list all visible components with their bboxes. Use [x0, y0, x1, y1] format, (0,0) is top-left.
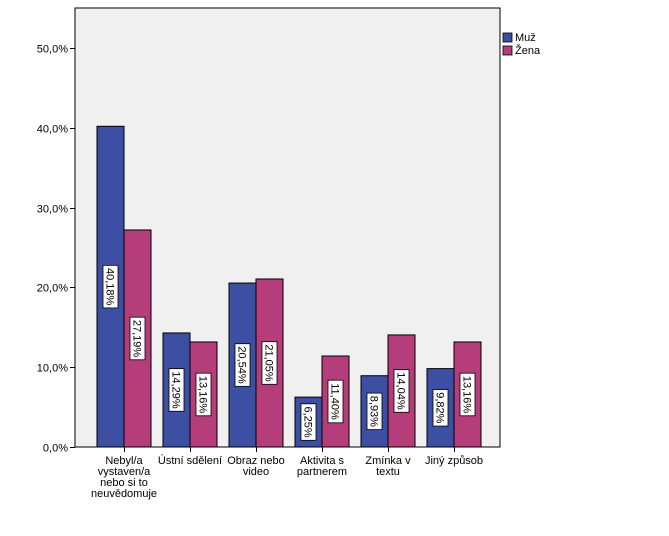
data-label: 14,04% — [393, 369, 410, 413]
data-label-text: 9,82% — [434, 392, 446, 423]
data-label: 13,16% — [195, 372, 212, 417]
data-label-box — [168, 368, 185, 412]
bars: 40,18% 27,19% 14,29% 13,16% 20,54% 21,05% 6,25… — [96, 125, 482, 448]
y-axis: 0,0% 10,0% 20,0% 30,0% 40,0% 50,0% — [37, 44, 75, 455]
y-tick-label: 30,0% — [37, 204, 68, 216]
x-tick-label: Obraz nebo video — [227, 455, 284, 478]
data-label: 6,25% — [300, 403, 317, 441]
data-label-box — [102, 264, 119, 309]
data-label: 9,82% — [432, 389, 449, 427]
data-label: 20,54% — [234, 343, 251, 387]
data-label-box — [261, 341, 278, 385]
x-axis: Nebyl/a vystaven/a nebo si to neuvědomujeÚs… — [91, 447, 483, 500]
data-label-text: 27,19% — [131, 320, 143, 358]
x-tick-label: Jiný způsob — [425, 455, 483, 467]
data-label-box — [327, 379, 344, 424]
data-label: 13,16% — [459, 372, 476, 417]
data-label-box — [300, 403, 317, 441]
legend-swatch — [502, 45, 513, 56]
data-label: 27,19% — [129, 316, 146, 361]
data-label-box — [393, 369, 410, 413]
data-label-box — [459, 372, 476, 417]
data-label-text: 14,29% — [170, 371, 182, 409]
x-tick-label: Nebyl/a vystaven/a nebo si to neuvědomuje — [91, 455, 157, 500]
data-label: 14,29% — [168, 368, 185, 412]
data-label-text: 14,04% — [395, 372, 407, 410]
data-label-box — [432, 389, 449, 427]
x-tick-label: Zmínka v textu — [365, 455, 411, 478]
bar-muz — [426, 368, 455, 448]
data-label: 40,18% — [102, 264, 119, 309]
data-label: 11,40% — [327, 379, 344, 424]
y-tick-label: 50,0% — [37, 44, 68, 56]
x-tick-label: Aktivita s partnerem — [297, 455, 347, 478]
data-label-text: 20,54% — [236, 346, 248, 384]
y-tick-label: 40,0% — [37, 124, 68, 136]
data-label-box — [195, 372, 212, 417]
data-label-text: 40,18% — [104, 268, 116, 306]
legend-label: Muž — [515, 32, 536, 44]
data-label-box — [366, 392, 383, 431]
legend-label: Žena — [515, 44, 541, 57]
data-label-text: 11,40% — [329, 383, 341, 420]
data-label: 8,93% — [366, 392, 383, 431]
data-label-text: 13,16% — [197, 376, 209, 414]
y-tick-label: 20,0% — [37, 283, 68, 295]
data-label-text: 6,25% — [302, 406, 314, 437]
data-label-box — [129, 316, 146, 361]
data-label-text: 8,93% — [368, 396, 380, 427]
x-tick-label: Ústní sdělení — [158, 454, 222, 467]
y-tick-label: 10,0% — [37, 363, 68, 375]
data-label-text: 13,16% — [461, 376, 473, 414]
legend-swatch — [502, 32, 513, 43]
data-label: 21,05% — [261, 341, 278, 385]
data-label-box — [234, 343, 251, 387]
data-label-text: 21,05% — [263, 344, 275, 382]
y-tick-label: 0,0% — [43, 443, 68, 455]
